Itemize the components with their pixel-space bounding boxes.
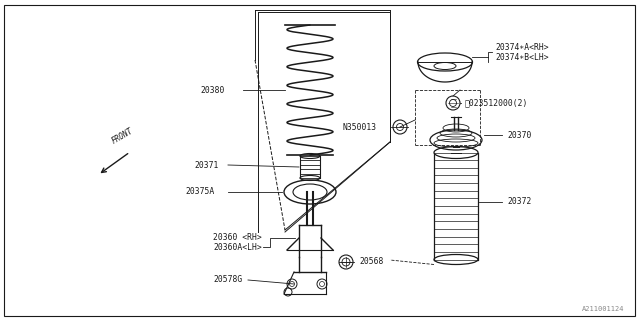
Text: 20375A: 20375A — [185, 188, 214, 196]
Text: 20578G: 20578G — [213, 276, 243, 284]
Text: 20374∗A<RH>: 20374∗A<RH> — [495, 43, 548, 52]
Text: 20371: 20371 — [194, 161, 218, 170]
Text: FRONT: FRONT — [110, 127, 134, 146]
Text: A211001124: A211001124 — [582, 306, 624, 312]
Text: 20380: 20380 — [200, 85, 225, 94]
Text: 20370: 20370 — [507, 131, 531, 140]
Text: 20568: 20568 — [359, 258, 383, 267]
Text: Ⓝ023512000(2): Ⓝ023512000(2) — [465, 99, 529, 108]
Text: 20372: 20372 — [507, 197, 531, 206]
Text: 20360 <RH>: 20360 <RH> — [213, 234, 262, 243]
Text: 20374∗B<LH>: 20374∗B<LH> — [495, 52, 548, 61]
Text: N350013: N350013 — [342, 123, 376, 132]
Text: 20360A<LH>: 20360A<LH> — [213, 243, 262, 252]
